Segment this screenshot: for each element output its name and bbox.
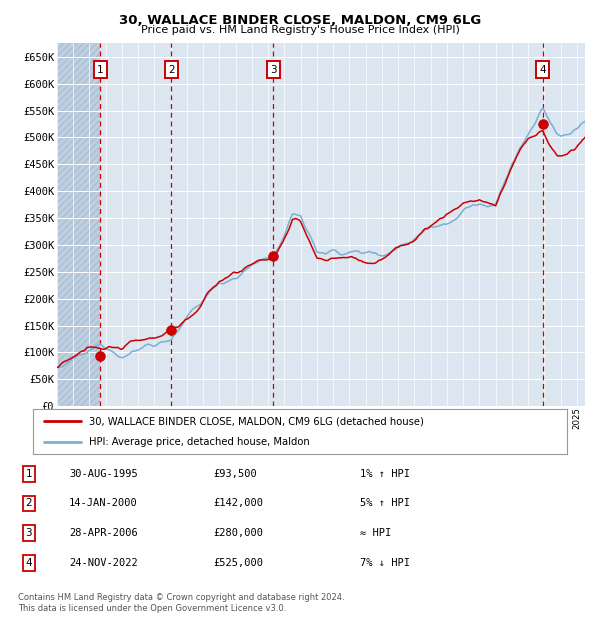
Text: £525,000: £525,000	[213, 558, 263, 568]
Text: 30, WALLACE BINDER CLOSE, MALDON, CM9 6LG (detached house): 30, WALLACE BINDER CLOSE, MALDON, CM9 6L…	[89, 416, 424, 427]
Text: 1% ↑ HPI: 1% ↑ HPI	[360, 469, 410, 479]
Text: £93,500: £93,500	[213, 469, 257, 479]
Text: 1: 1	[97, 64, 104, 74]
Text: ≈ HPI: ≈ HPI	[360, 528, 391, 538]
Text: 3: 3	[270, 64, 277, 74]
Text: 1: 1	[25, 469, 32, 479]
Text: 4: 4	[539, 64, 546, 74]
Text: 14-JAN-2000: 14-JAN-2000	[69, 498, 138, 508]
Text: 7% ↓ HPI: 7% ↓ HPI	[360, 558, 410, 568]
Text: 2: 2	[168, 64, 175, 74]
Text: Price paid vs. HM Land Registry's House Price Index (HPI): Price paid vs. HM Land Registry's House …	[140, 25, 460, 35]
Text: 3: 3	[25, 528, 32, 538]
Text: 30, WALLACE BINDER CLOSE, MALDON, CM9 6LG: 30, WALLACE BINDER CLOSE, MALDON, CM9 6L…	[119, 14, 481, 27]
Text: 30-AUG-1995: 30-AUG-1995	[69, 469, 138, 479]
Text: 24-NOV-2022: 24-NOV-2022	[69, 558, 138, 568]
Text: 2: 2	[25, 498, 32, 508]
Text: £142,000: £142,000	[213, 498, 263, 508]
Text: Contains HM Land Registry data © Crown copyright and database right 2024.
This d: Contains HM Land Registry data © Crown c…	[18, 593, 344, 613]
Text: 5% ↑ HPI: 5% ↑ HPI	[360, 498, 410, 508]
Text: 4: 4	[25, 558, 32, 568]
Text: HPI: Average price, detached house, Maldon: HPI: Average price, detached house, Mald…	[89, 436, 310, 447]
Text: 28-APR-2006: 28-APR-2006	[69, 528, 138, 538]
Bar	[57, 43, 100, 406]
Text: £280,000: £280,000	[213, 528, 263, 538]
